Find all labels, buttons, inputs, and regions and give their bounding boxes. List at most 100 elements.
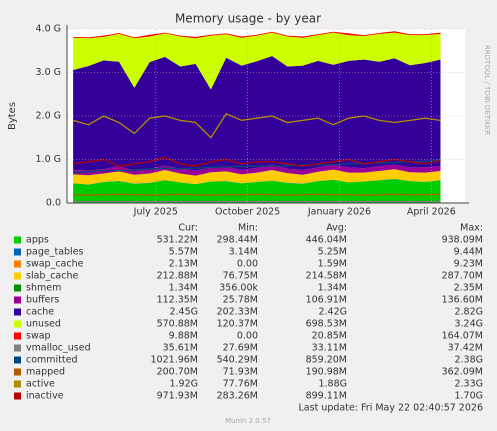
- y-tick-label: 4.0 G: [36, 24, 62, 35]
- stat-value: 938.09M: [442, 235, 483, 246]
- y-tick-label: 3.0 G: [36, 67, 62, 78]
- stat-value: 76.75M: [223, 271, 258, 282]
- stat-value: 202.33M: [217, 307, 258, 318]
- line: [73, 158, 441, 174]
- legend-label: swap_cache: [26, 259, 84, 270]
- legend-swatch: [14, 392, 21, 400]
- area: [73, 31, 441, 39]
- y-axis-label: Bytes: [7, 102, 18, 130]
- stat-value: 200.70M: [157, 367, 198, 378]
- stat-value: 2.33G: [454, 379, 483, 390]
- x-tick-label: April 2026: [407, 207, 456, 218]
- stat-value: 120.37M: [217, 319, 258, 330]
- area: [73, 56, 441, 171]
- stat-value: 106.91M: [306, 295, 347, 306]
- line: [73, 156, 441, 167]
- stat-value: 2.82G: [454, 307, 483, 318]
- legend-swatch: [14, 284, 21, 292]
- stat-value: 77.76M: [223, 379, 258, 390]
- legend-swatch: [14, 344, 21, 352]
- legend-swatch: [14, 368, 21, 376]
- legend-label: inactive: [26, 391, 64, 402]
- x-tick-label: October 2025: [215, 207, 280, 218]
- stat-value: 136.60M: [442, 295, 483, 306]
- stat-value: 1.70G: [454, 391, 483, 402]
- stat-value: 859.20M: [306, 355, 347, 366]
- stat-value: 1.34M: [318, 283, 347, 294]
- stat-value: 9.88M: [169, 331, 198, 342]
- legend-swatch: [14, 356, 21, 364]
- legend-label: buffers: [26, 295, 59, 306]
- legend-label: cache: [26, 307, 54, 318]
- stat-value: 899.11M: [306, 391, 347, 402]
- stat-value: 33.11M: [312, 343, 347, 354]
- stat-value: 20.85M: [312, 331, 347, 342]
- legend-label: shmem: [26, 283, 61, 294]
- legend-label: slab_cache: [26, 271, 78, 282]
- stat-value: 3.24G: [454, 319, 483, 330]
- stat-value: 25.78M: [223, 295, 258, 306]
- y-tick-label: 1.0 G: [36, 154, 62, 165]
- stat-value: 1.88G: [318, 379, 347, 390]
- stats-header: Avg:: [326, 223, 347, 234]
- stats-header: Max:: [460, 223, 483, 234]
- stat-value: 2.38G: [454, 355, 483, 366]
- stat-value: 190.98M: [306, 367, 347, 378]
- stat-value: 37.42M: [448, 343, 483, 354]
- y-tick-label: 0.0: [46, 198, 61, 209]
- y-tick-label: 2.0 G: [36, 111, 62, 122]
- side-text: RRDTOOL / TOBI OETIKER: [483, 45, 491, 135]
- stat-value: 5.25M: [318, 247, 347, 258]
- stat-value: 5.57M: [169, 247, 198, 258]
- stat-value: 71.93M: [223, 367, 258, 378]
- stat-value: 3.14M: [229, 247, 258, 258]
- x-tick-label: July 2025: [133, 207, 178, 218]
- legend-swatch: [14, 380, 21, 388]
- stat-value: 2.35M: [454, 283, 483, 294]
- legend-label: page_tables: [26, 247, 84, 258]
- footer: Last update: Fri May 22 02:40:57 2026: [299, 403, 483, 414]
- stat-value: 1.92G: [169, 379, 198, 390]
- stat-value: 2.45G: [169, 307, 198, 318]
- legend-swatch: [14, 260, 21, 268]
- legend-swatch: [14, 236, 21, 244]
- stat-value: 1.34M: [169, 283, 198, 294]
- legend-swatch: [14, 248, 21, 256]
- stat-value: 1021.96M: [151, 355, 198, 366]
- stat-value: 1.59M: [318, 259, 347, 270]
- stat-value: 212.88M: [157, 271, 198, 282]
- version: Munin 2.0.57: [225, 417, 271, 425]
- line: [72, 113, 441, 139]
- stat-value: 112.35M: [157, 295, 198, 306]
- legend-label: apps: [26, 235, 49, 246]
- stat-value: 356.00k: [219, 283, 258, 294]
- legend-label: unused: [26, 319, 61, 330]
- stat-value: 540.29M: [217, 355, 258, 366]
- x-tick-label: January 2026: [307, 207, 371, 218]
- stat-value: 2.13M: [169, 259, 198, 270]
- chart-title: Memory usage - by year: [175, 12, 321, 26]
- stats-header: Cur:: [178, 223, 198, 234]
- area: [73, 32, 441, 90]
- legend-swatch: [14, 320, 21, 328]
- area: [73, 164, 441, 176]
- area: [73, 179, 441, 203]
- legend-swatch: [14, 308, 21, 316]
- stat-value: 2.42G: [318, 307, 347, 318]
- stat-value: 698.53M: [306, 319, 347, 330]
- stat-value: 283.26M: [217, 391, 258, 402]
- legend-swatch: [14, 332, 21, 340]
- stat-value: 214.58M: [306, 271, 347, 282]
- legend-swatch: [14, 272, 21, 280]
- legend-swatch: [14, 296, 21, 304]
- stat-value: 287.70M: [442, 271, 483, 282]
- legend-label: active: [26, 379, 55, 390]
- legend-label: mapped: [26, 367, 65, 378]
- stats-header: Min:: [238, 223, 258, 234]
- legend-label: committed: [26, 355, 78, 366]
- area: [73, 169, 441, 185]
- stat-value: 0.00: [237, 259, 258, 270]
- legend-label: swap: [26, 331, 51, 342]
